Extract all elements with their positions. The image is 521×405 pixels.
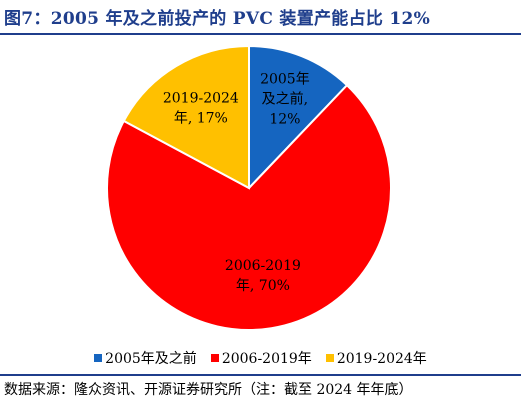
data-label-2019-2024: 2019-2024 年, 17%: [163, 91, 239, 127]
title-divider: [0, 33, 521, 35]
data-label-line: 年, 70%: [236, 278, 290, 294]
data-label-line: 2019-2024: [163, 91, 239, 107]
legend-label-2006-2019: 2006-2019年: [221, 351, 312, 367]
chart-legend: 2005年及之前 2006-2019年 2019-2024年: [0, 348, 521, 368]
legend-label-2019-2024: 2019-2024年: [336, 351, 427, 367]
data-label-line: 2006-2019: [225, 258, 301, 274]
chart-title: 图7：2005 年及之前投产的 PVC 装置产能占比 12%: [4, 9, 431, 29]
data-label-2005: 2005年及之前, 12%: [260, 71, 310, 127]
pie-slice-2019-2024: [122, 44, 250, 190]
legend-swatch-2005: [94, 354, 103, 362]
data-label-line: 年, 17%: [174, 111, 228, 127]
legend-label-2005: 2005年及之前: [105, 351, 197, 367]
pie-slice-2006-2019: [106, 83, 392, 331]
legend-swatch-2006-2019: [210, 354, 219, 362]
pie-slice-2005: [248, 44, 349, 191]
legend-item-2006-2019: 2006-2019年: [210, 348, 312, 368]
data-label-line: 12%: [269, 111, 300, 127]
legend-item-2019-2024: 2019-2024年: [325, 348, 427, 368]
legend-swatch-2019-2024: [325, 354, 334, 362]
legend-item-2005: 2005年及之前: [94, 348, 197, 368]
source-note: 数据来源：隆众资讯、开源证券研究所（注：截至 2024 年年底）: [4, 382, 413, 398]
data-label-line: 及之前,: [262, 90, 308, 107]
footer-divider: [0, 374, 521, 376]
data-label-2006-2019: 2006-2019 年, 70%: [225, 258, 301, 294]
pie-chart: 2005年及之前, 12% 2006-2019 年, 70% 2019-2024 年, 1…: [106, 44, 392, 331]
data-label-line: 2005年: [260, 71, 310, 87]
